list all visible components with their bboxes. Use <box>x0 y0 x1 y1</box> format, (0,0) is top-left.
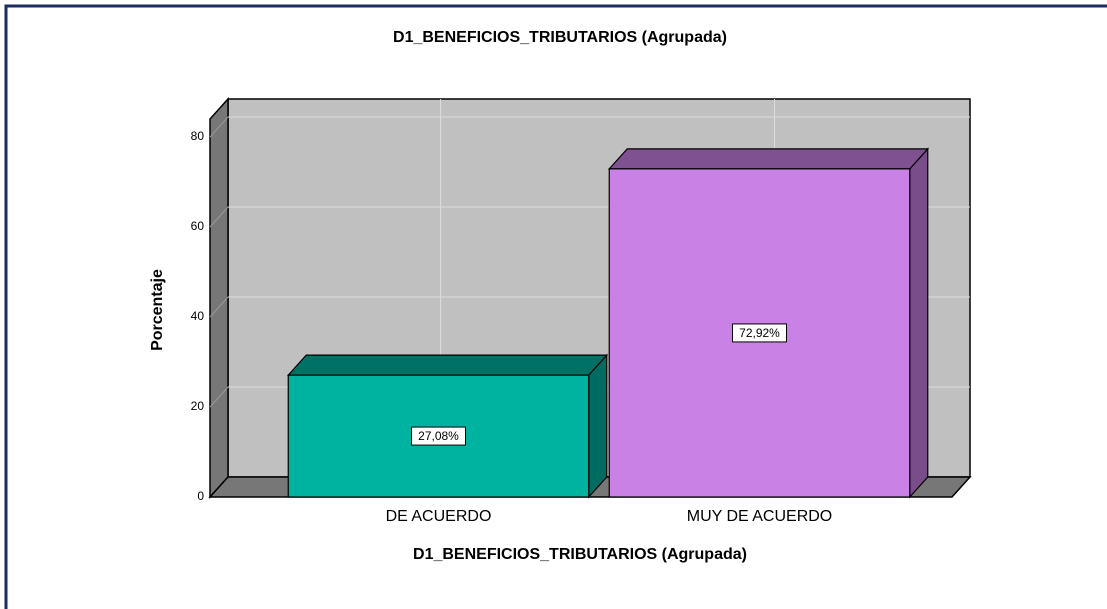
x-tick-label: MUY DE ACUERDO <box>687 508 833 525</box>
grid-line-side <box>209 116 229 138</box>
y-tick-label: 40 <box>191 309 205 323</box>
bar-side <box>588 353 608 499</box>
bar-top <box>286 354 609 376</box>
x-tick-label: DE ACUERDO <box>386 508 492 525</box>
y-tick-label: 0 <box>197 489 204 503</box>
grid-line-side <box>209 296 229 318</box>
value-label: 72,92% <box>739 326 780 340</box>
x-axis-title: D1_BENEFICIOS_TRIBUTARIOS (Agrupada) <box>413 546 747 563</box>
y-tick-label: 20 <box>191 399 205 413</box>
grid-line-side <box>209 206 229 228</box>
bar-top <box>607 148 930 170</box>
bar-side <box>909 147 929 499</box>
frame <box>4 4 1107 609</box>
value-label: 27,08% <box>418 429 459 443</box>
y-axis-title: Porcentaje <box>149 269 166 351</box>
side-wall <box>209 97 229 499</box>
chart-title: D1_BENEFICIOS_TRIBUTARIOS (Agrupada) <box>393 29 727 46</box>
y-tick-label: 80 <box>191 129 205 143</box>
value-label-box <box>732 323 787 343</box>
grid-line-side <box>209 386 229 408</box>
y-tick-label: 60 <box>191 219 205 233</box>
value-label-box <box>411 426 466 446</box>
